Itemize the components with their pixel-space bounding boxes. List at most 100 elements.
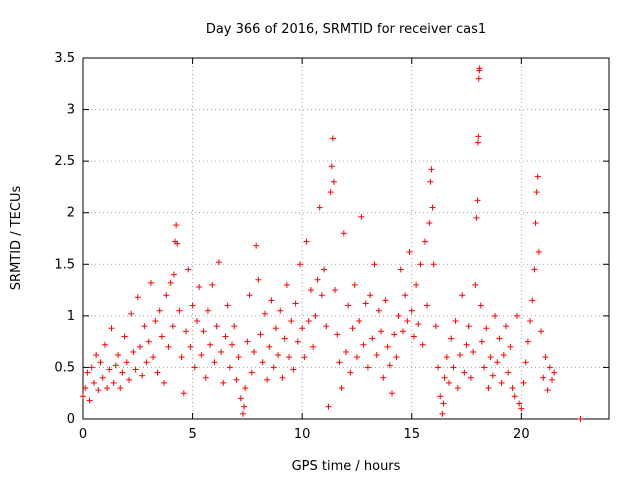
data-point [498, 379, 505, 386]
data-point [215, 259, 222, 266]
data-point [248, 369, 255, 376]
data-point [222, 333, 229, 340]
data-point [511, 393, 518, 400]
data-point [534, 173, 541, 180]
data-point [237, 395, 244, 402]
data-point [180, 390, 187, 397]
data-point [540, 374, 547, 381]
data-point [389, 390, 396, 397]
data-point [428, 166, 435, 173]
y-tick-label: 0 [67, 412, 75, 427]
data-point [507, 343, 514, 350]
data-point [393, 354, 400, 361]
data-point [235, 354, 242, 361]
data-point [244, 338, 251, 345]
data-point [404, 318, 411, 325]
data-point [123, 359, 130, 366]
data-point [544, 387, 551, 394]
data-point [380, 374, 387, 381]
data-point [318, 292, 325, 299]
data-point [231, 323, 238, 330]
data-point [241, 403, 248, 410]
data-point [330, 178, 337, 185]
data-point [474, 139, 481, 146]
data-point [424, 302, 431, 309]
data-point [440, 400, 447, 407]
data-point [332, 287, 339, 294]
data-point [518, 405, 525, 412]
data-point [200, 328, 207, 335]
data-point [288, 318, 295, 325]
data-point [513, 312, 520, 319]
y-tick-label: 3.5 [54, 51, 75, 66]
data-point [532, 220, 539, 227]
data-point [397, 266, 404, 273]
data-point [475, 75, 482, 82]
data-point [145, 338, 152, 345]
data-point [233, 376, 240, 383]
data-point [121, 333, 128, 340]
data-point [279, 374, 286, 381]
data-point [373, 352, 380, 359]
data-point [351, 281, 358, 288]
data-point [286, 354, 293, 361]
data-point [268, 297, 275, 304]
data-point [307, 287, 314, 294]
data-point [147, 279, 154, 286]
x-tick-label: 15 [403, 427, 420, 442]
data-point [432, 323, 439, 330]
x-tick-label: 20 [513, 427, 530, 442]
data-point [167, 279, 174, 286]
data-point [496, 335, 503, 342]
data-point [577, 416, 584, 422]
y-tick-label: 1.5 [54, 257, 75, 272]
y-tick-label: 1 [67, 309, 75, 324]
data-point [454, 385, 461, 392]
data-point [239, 410, 246, 417]
data-point [522, 359, 529, 366]
data-point [229, 341, 236, 348]
data-point [347, 369, 354, 376]
data-point [427, 178, 434, 185]
data-point [448, 335, 455, 342]
x-tick-label: 5 [188, 427, 196, 442]
data-point [246, 292, 253, 299]
data-point [204, 307, 211, 314]
data-point [183, 328, 190, 335]
data-point [494, 359, 501, 366]
data-point [281, 335, 288, 342]
data-point [474, 197, 481, 204]
data-point [487, 354, 494, 361]
data-point [410, 333, 417, 340]
data-point [301, 354, 308, 361]
data-point [340, 230, 347, 237]
data-point [115, 352, 122, 359]
data-point [535, 248, 542, 255]
data-point [470, 348, 477, 355]
data-point [101, 341, 108, 348]
data-point [141, 323, 148, 330]
data-point [421, 238, 428, 245]
data-point [202, 374, 209, 381]
data-point [358, 213, 365, 220]
data-point [531, 266, 538, 273]
data-point [150, 354, 157, 361]
data-point [349, 325, 356, 332]
x-tick-label: 0 [79, 427, 87, 442]
data-point [327, 189, 334, 196]
data-point [86, 397, 93, 404]
y-axis: 0 0.5 1 1.5 2 2.5 3 3.5 [54, 51, 609, 427]
data-point [527, 318, 534, 325]
data-point [163, 292, 170, 299]
data-point [88, 364, 95, 371]
data-point [136, 343, 143, 350]
y-tick-label: 3 [67, 103, 75, 118]
x-axis-label: GPS time / hours [292, 459, 401, 474]
data-point [382, 297, 389, 304]
data-point [367, 292, 374, 299]
data-point [139, 372, 146, 379]
data-point [154, 369, 161, 376]
data-point [325, 403, 332, 410]
data-point [176, 307, 183, 314]
